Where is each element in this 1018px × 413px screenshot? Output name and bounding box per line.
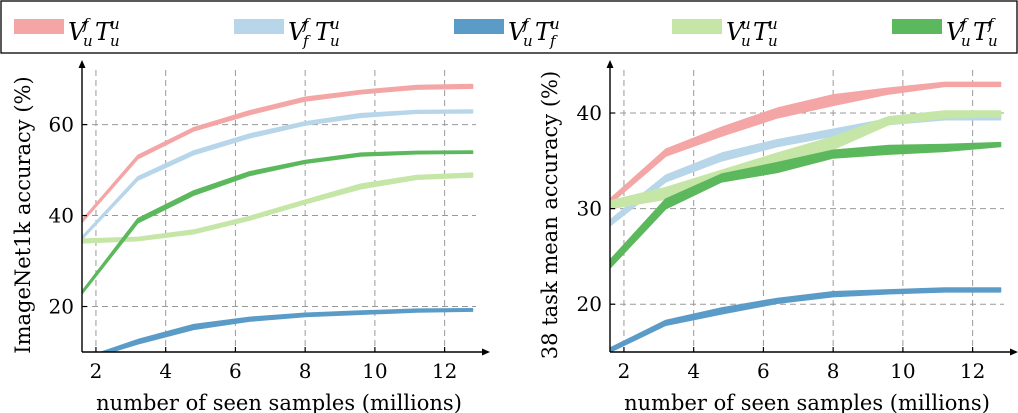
series-band-1 [82, 109, 474, 240]
y-axis-title: 38 task mean accuracy (%) [538, 71, 562, 359]
legend-label: Vu uTu u [726, 15, 778, 50]
series-band-2 [610, 287, 1002, 352]
legend-swatch [892, 19, 942, 34]
y-tick-label: 20 [49, 295, 74, 319]
legend-label: Vf uTu f [508, 15, 560, 50]
x-tick-label: 4 [159, 359, 172, 383]
legend-swatch [672, 19, 722, 34]
x-tick-label: 10 [890, 359, 915, 383]
x-axis-title: number of seen samples (millions) [96, 391, 462, 413]
x-axis-arrow [1010, 348, 1018, 356]
left-chart-panel: 2 4 6 8 10 12 20 40 60 number of seen samples (mi… [11, 60, 490, 413]
legend-swatch [234, 19, 284, 34]
legend-label: Vf uTu u [68, 15, 120, 50]
x-tick-label: 2 [90, 359, 103, 383]
series-band-0 [82, 83, 474, 224]
series-band-1 [610, 114, 1002, 227]
x-tick-label: 6 [229, 359, 242, 383]
legend-frame [0, 0, 1018, 54]
series-band-2 [99, 308, 474, 352]
y-axis-arrow [606, 60, 614, 68]
legend-label: Vf uTf u [946, 15, 998, 50]
y-tick-label: 20 [577, 292, 602, 316]
y-tick-label: 30 [577, 197, 602, 221]
x-tick-label: 8 [299, 359, 312, 383]
x-axis-title: number of seen samples (millions) [624, 391, 990, 413]
legend-swatch [454, 19, 504, 34]
series-band-0 [610, 81, 1002, 205]
x-tick-label: 10 [362, 359, 387, 383]
x-tick-label: 12 [960, 359, 985, 383]
y-tick-label: 40 [49, 204, 74, 228]
legend-label: Vf f Tu u [288, 15, 340, 50]
legend: Vf uTu u Vf f Tu u Vf uTu f Vu uTu u Vf uTf u [0, 0, 1018, 54]
y-axis-title: ImageNet1k accuracy (%) [11, 76, 35, 353]
x-tick-label: 2 [618, 359, 631, 383]
x-tick-label: 4 [687, 359, 700, 383]
legend-swatch [14, 19, 64, 34]
y-axis-arrow [78, 60, 86, 68]
x-tick-label: 12 [432, 359, 457, 383]
y-tick-label: 60 [49, 113, 74, 137]
series-band-4 [610, 141, 1002, 269]
y-tick-label: 40 [577, 101, 602, 125]
x-tick-label: 8 [827, 359, 840, 383]
series-band-3 [82, 172, 474, 244]
right-chart-panel: 2 4 6 8 10 12 20 30 40 number of seen samples (mi… [538, 60, 1018, 413]
series-band-4 [82, 150, 474, 295]
x-tick-label: 6 [757, 359, 770, 383]
x-axis-arrow [482, 348, 490, 356]
